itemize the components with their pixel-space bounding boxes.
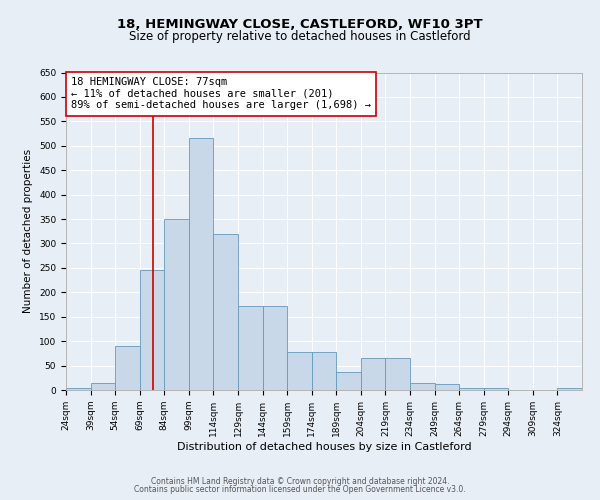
Bar (214, 234, 238, 390)
Bar (434, 384, 459, 390)
Bar (557, 388, 582, 390)
Bar (385, 358, 410, 390)
Bar (115, 346, 140, 390)
Bar (91, 382, 115, 390)
Bar (66, 388, 91, 390)
Bar (361, 358, 385, 390)
Text: Contains public sector information licensed under the Open Government Licence v3: Contains public sector information licen… (134, 484, 466, 494)
Bar (263, 306, 287, 390)
Text: Size of property relative to detached houses in Castleford: Size of property relative to detached ho… (129, 30, 471, 43)
Bar (287, 352, 312, 390)
Text: Contains HM Land Registry data © Crown copyright and database right 2024.: Contains HM Land Registry data © Crown c… (151, 477, 449, 486)
Bar (189, 138, 214, 390)
Bar (484, 388, 508, 390)
Bar (238, 306, 263, 390)
Y-axis label: Number of detached properties: Number of detached properties (23, 149, 34, 314)
Bar (140, 270, 164, 390)
Bar (312, 352, 336, 390)
Text: 18, HEMINGWAY CLOSE, CASTLEFORD, WF10 3PT: 18, HEMINGWAY CLOSE, CASTLEFORD, WF10 3P… (117, 18, 483, 30)
Bar (164, 219, 189, 390)
Bar (459, 388, 484, 390)
Text: 18 HEMINGWAY CLOSE: 77sqm
← 11% of detached houses are smaller (201)
89% of semi: 18 HEMINGWAY CLOSE: 77sqm ← 11% of detac… (71, 78, 371, 110)
Bar (410, 382, 434, 390)
X-axis label: Distribution of detached houses by size in Castleford: Distribution of detached houses by size … (176, 442, 472, 452)
Bar (336, 372, 361, 390)
